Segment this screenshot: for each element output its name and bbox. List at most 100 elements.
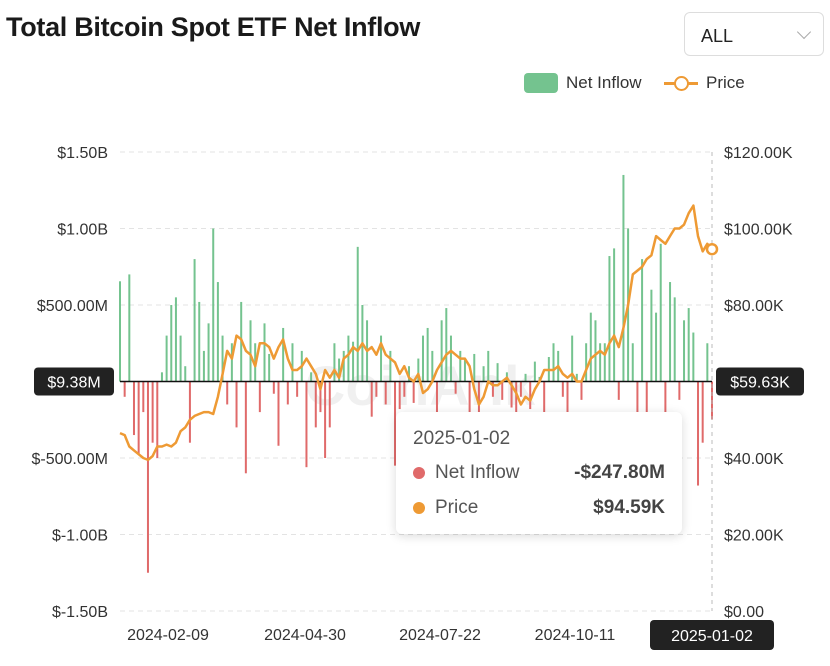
inflow-bar	[589, 312, 592, 382]
inflow-bar	[515, 381, 518, 426]
range-select[interactable]: ALL	[684, 12, 824, 56]
inflow-bar	[123, 381, 126, 397]
inflow-bar	[477, 381, 480, 413]
inflow-bar	[706, 343, 709, 382]
inflow-bar	[421, 335, 424, 382]
inflow-bar	[650, 289, 653, 382]
inflow-bar	[585, 343, 588, 382]
inflow-bar	[692, 332, 695, 382]
inflow-bar	[291, 343, 294, 382]
inflow-bar	[412, 381, 415, 403]
y-right-tick-label: $20.00K	[724, 528, 784, 545]
inflow-bar	[384, 381, 387, 405]
legend-net-inflow[interactable]: Net Inflow	[524, 72, 642, 94]
inflow-bar	[510, 381, 513, 408]
inflow-bar	[561, 381, 564, 397]
inflow-bar	[272, 381, 275, 394]
inflow-bar	[170, 305, 173, 382]
inflow-bar	[202, 350, 205, 382]
inflow-bar	[142, 381, 145, 413]
inflow-bar	[645, 381, 648, 436]
y-right-tick-label: $0.00	[724, 604, 764, 621]
inflow-bar	[678, 381, 681, 400]
inflow-bar	[174, 297, 177, 382]
tooltip: 2025-01-02 Net Inflow -$247.80M Price $9…	[396, 412, 682, 534]
inflow-bar	[566, 381, 569, 419]
inflow-bar	[338, 358, 341, 382]
dot-icon	[413, 467, 425, 479]
inflow-bar	[636, 381, 639, 420]
inflow-bar	[128, 274, 131, 382]
tooltip-value: -$247.80M	[574, 462, 665, 483]
inflow-bar	[594, 320, 597, 382]
inflow-bar	[631, 343, 634, 382]
inflow-bar	[394, 381, 397, 466]
y-right-tick-label: $80.00K	[724, 298, 784, 315]
inflow-bar	[697, 381, 700, 486]
inflow-bar	[543, 381, 546, 414]
inflow-bar	[571, 335, 574, 382]
inflow-bar	[501, 381, 504, 400]
inflow-bar	[216, 282, 219, 382]
range-select-value: ALL	[701, 26, 734, 46]
inflow-bar	[375, 381, 378, 397]
inflow-bar	[179, 335, 182, 382]
inflow-bar	[258, 381, 261, 413]
inflow-bar	[146, 381, 149, 573]
inflow-bar	[496, 363, 499, 382]
inflow-bar	[324, 381, 327, 458]
y-left-tick-label: $1.00B	[57, 222, 108, 239]
inflow-bar	[454, 381, 457, 394]
inflow-bar	[221, 335, 224, 382]
inflow-bar	[119, 281, 121, 382]
legend-label: Net Inflow	[566, 73, 642, 92]
inflow-bar	[683, 320, 686, 382]
inflow-bar	[342, 350, 345, 382]
legend-label: Price	[706, 73, 745, 92]
inflow-bar	[431, 350, 434, 382]
line-swatch-icon	[664, 73, 698, 93]
inflow-bar	[580, 381, 583, 400]
inflow-bar	[198, 301, 201, 382]
inflow-bar	[529, 381, 532, 410]
inflow-bar	[165, 335, 168, 382]
tooltip-value: $94.59K	[593, 497, 665, 518]
inflow-bar	[608, 256, 611, 382]
inflow-bar	[687, 308, 690, 382]
inflow-bar	[403, 381, 406, 397]
inflow-bar	[398, 381, 401, 410]
price-line	[119, 204, 713, 462]
inflow-bar	[268, 353, 271, 382]
inflow-bar	[482, 366, 485, 382]
inflow-bar	[282, 327, 285, 382]
inflow-bar	[230, 343, 233, 382]
inflow-bar	[603, 343, 606, 382]
crosshair-x-label: 2025-01-02	[671, 628, 753, 645]
inflow-bar	[599, 343, 602, 382]
inflow-bar	[617, 381, 620, 400]
chart-title: Total Bitcoin Spot ETF Net Inflow	[6, 12, 421, 42]
inflow-bar	[440, 320, 443, 382]
inflow-bar	[701, 381, 704, 443]
inflow-bar	[156, 381, 159, 458]
inflow-bar	[347, 335, 350, 382]
y-left-tick-label: $1.50B	[57, 145, 108, 162]
crosshair-right-label-bg	[716, 367, 804, 396]
inflow-bar	[244, 381, 247, 474]
y-left-tick-label: $-1.50B	[52, 604, 108, 621]
crosshair-x-label-bg	[650, 620, 774, 650]
x-tick-label: 2024-07-22	[399, 627, 481, 644]
tooltip-date: 2025-01-02	[413, 428, 511, 449]
legend-price[interactable]: Price	[664, 72, 745, 94]
inflow-bar	[435, 381, 438, 428]
y-left-tick-label: $-1.00B	[52, 528, 108, 545]
y-left-tick-label: $500.00M	[37, 298, 108, 315]
inflow-bar	[641, 259, 644, 382]
inflow-bar	[137, 381, 140, 455]
inflow-bar	[352, 341, 355, 382]
inflow-bar	[491, 381, 494, 397]
inflow-bar	[417, 358, 420, 382]
inflow-bar	[333, 343, 336, 382]
